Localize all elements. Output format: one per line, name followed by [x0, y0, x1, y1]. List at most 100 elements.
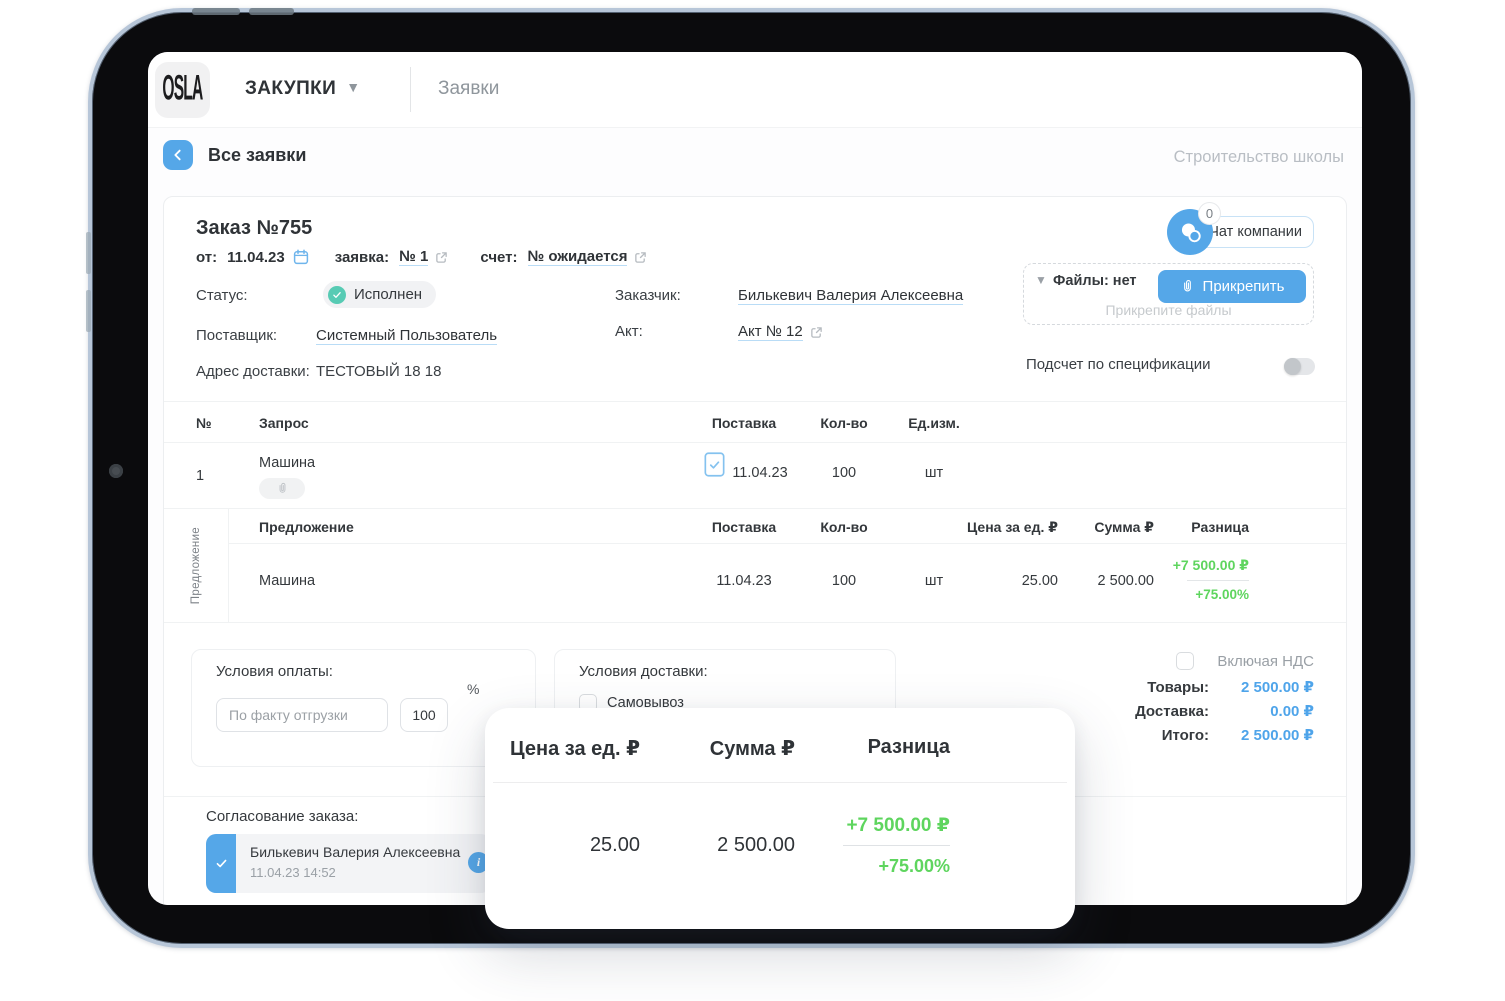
files-summary: Файлы: нет — [1053, 273, 1137, 289]
offer-diff-money: +7 500.00 ₽ — [1172, 557, 1249, 573]
overlay-diff-divider — [843, 845, 950, 846]
percent-label: % — [467, 681, 480, 697]
logo-text: OSLA — [162, 69, 203, 109]
supplier-link[interactable]: Системный Пользователь — [316, 327, 498, 345]
diff-divider — [1187, 580, 1249, 581]
row-delivery: 11.04.23 — [732, 465, 788, 481]
nav-purchases-dropdown[interactable]: ЗАКУПКИ ▼ — [245, 78, 361, 100]
request-link[interactable]: № 1 — [399, 248, 429, 266]
attachment-pill[interactable] — [259, 478, 305, 499]
request-label: заявка: — [334, 248, 390, 266]
status-check-icon — [328, 285, 346, 304]
payment-conditions-box: Условия оплаты: % — [191, 649, 536, 767]
offer-header-divider — [229, 543, 1346, 544]
goods-label: Товары: — [1147, 679, 1209, 696]
customer-label: Заказчик: — [615, 287, 681, 304]
goods-value: 2 500.00 ₽ — [1241, 679, 1314, 696]
overlay-col-diff: Разница — [867, 736, 950, 758]
grand-total-value: 2 500.00 ₽ — [1241, 727, 1314, 744]
request-table-header: № Запрос Поставка Кол-во Ед.изм. — [164, 401, 1346, 443]
company-chat-button[interactable]: Чат компании 0 — [1167, 202, 1314, 257]
col-query: Запрос — [259, 415, 309, 431]
payment-title: Условия оплаты: — [216, 663, 333, 680]
back-button[interactable] — [163, 140, 193, 170]
delivery-doc-icon[interactable] — [704, 452, 725, 482]
files-dropzone[interactable]: ▼ Файлы: нет Прикрепить Прикрепите файлы — [1023, 263, 1314, 325]
paperclip-icon — [279, 482, 285, 493]
overlay-diff-percent: +75.00% — [878, 856, 950, 876]
order-meta: от: 11.04.23 заявка: № 1 счет: № ожидает… — [196, 247, 653, 267]
approval-title: Согласование заказа: — [206, 808, 359, 825]
offer-col-price: Цена за ед. ₽ — [967, 519, 1058, 535]
app-logo[interactable]: OSLA — [155, 62, 210, 118]
approval-datetime: 11.04.23 14:52 — [250, 865, 336, 880]
approval-chip[interactable]: Билькевич Валерия Алексеевна 11.04.23 14… — [206, 834, 491, 893]
invoice-link[interactable]: № ожидается — [527, 248, 628, 266]
customer-link[interactable]: Билькевич Валерия Алексеевна — [738, 287, 964, 305]
external-link-icon[interactable] — [435, 251, 448, 264]
invoice-label: счет: — [480, 248, 518, 266]
offer-col-sum: Сумма ₽ — [1094, 519, 1154, 535]
offer-diff-percent: +75.00% — [1195, 587, 1249, 602]
attach-button[interactable]: Прикрепить — [1158, 270, 1306, 303]
offer-qty: 100 — [831, 573, 857, 589]
col-delivery: Поставка — [711, 415, 777, 431]
overlay-price: 25.00 — [589, 834, 640, 856]
volume-button — [192, 8, 240, 15]
offer-col-diff: Разница — [1191, 519, 1249, 535]
act-link[interactable]: Акт № 12 — [738, 323, 803, 341]
offer-col-delivery: Поставка — [711, 519, 777, 535]
chat-unread-badge: 0 — [1198, 202, 1221, 225]
payment-method-input[interactable] — [216, 698, 388, 732]
nav-requests[interactable]: Заявки — [438, 78, 500, 99]
pickup-label: Самовывоз — [607, 695, 684, 711]
row-qty: 100 — [831, 465, 857, 481]
row-unit: шт — [924, 465, 944, 481]
overlay-header-divider — [493, 782, 1067, 783]
spec-toggle-label: Подсчет по спецификации — [1026, 356, 1211, 373]
col-num: № — [196, 415, 212, 431]
external-link-icon[interactable] — [634, 251, 647, 264]
order-date-label: от: — [196, 248, 218, 266]
overlay-col-sum: Сумма ₽ — [709, 738, 795, 760]
payment-percent-input[interactable] — [400, 698, 448, 732]
order-title: Заказ №755 — [196, 217, 313, 239]
vat-checkbox[interactable] — [1176, 652, 1194, 670]
act-label: Акт: — [615, 323, 643, 340]
row-num: 1 — [196, 468, 205, 484]
approved-check-icon — [206, 834, 236, 893]
nav-purchases-label: ЗАКУПКИ — [245, 78, 337, 99]
order-date[interactable]: 11.04.23 — [227, 248, 285, 266]
overlay-diff-money: +7 500.00 ₽ — [846, 815, 950, 836]
delivery-title: Условия доставки: — [579, 663, 708, 680]
spec-toggle[interactable] — [1284, 358, 1315, 375]
attach-button-label: Прикрепить — [1202, 278, 1285, 295]
price-zoom-card: Цена за ед. ₽ Сумма ₽ Разница 25.00 2 50… — [485, 708, 1075, 929]
files-caret-icon[interactable]: ▼ — [1035, 273, 1047, 287]
status-value: Исполнен — [354, 286, 423, 303]
app-header: OSLA ЗАКУПКИ ▼ Заявки — [148, 52, 1362, 128]
offer-price: 25.00 — [1021, 573, 1058, 589]
status-label: Статус: — [196, 287, 248, 304]
offer-side-label: Предложение — [164, 509, 229, 623]
paperclip-icon — [1183, 280, 1191, 292]
totals-grand: Итого: 2 500.00 ₽ — [914, 726, 1314, 744]
external-link-icon[interactable] — [810, 326, 823, 339]
delivery-total-value: 0.00 ₽ — [1270, 703, 1314, 720]
camera-dot — [109, 464, 123, 478]
info-icon[interactable]: i — [468, 852, 489, 873]
side-button — [86, 290, 91, 332]
offer-name: Машина — [259, 573, 316, 589]
col-qty: Кол-во — [820, 415, 868, 431]
request-row: 1 Машина 11.04.23 100 шт — [164, 443, 1346, 509]
overlay-col-price: Цена за ед. ₽ — [510, 738, 640, 760]
row-name: Машина — [259, 455, 316, 471]
side-button — [86, 232, 91, 274]
offer-unit: шт — [924, 573, 944, 589]
calendar-icon[interactable] — [293, 249, 309, 265]
overlay-sum: 2 500.00 — [717, 834, 795, 856]
offer-sum: 2 500.00 — [1097, 573, 1154, 589]
col-unit: Ед.изм. — [908, 415, 960, 431]
project-name: Строительство школы — [1173, 148, 1344, 166]
